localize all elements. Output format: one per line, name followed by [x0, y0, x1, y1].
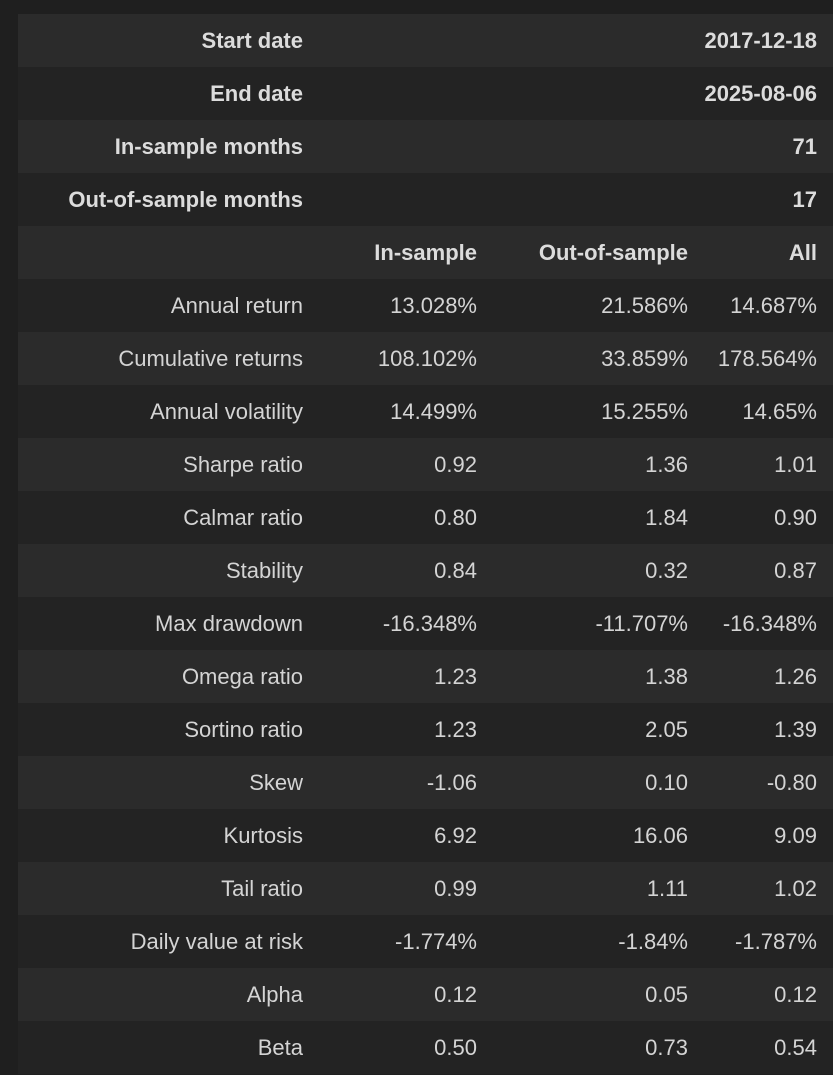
info-row-out-of-sample-months: Out-of-sample months 17 — [18, 173, 833, 226]
metric-label: Sortino ratio — [184, 716, 303, 742]
out-of-sample-value: 21.586% — [601, 292, 688, 318]
info-value: 2017-12-18 — [704, 27, 817, 53]
table-row: Kurtosis 6.92 16.06 9.09 — [18, 809, 833, 862]
metric-label: Omega ratio — [181, 663, 303, 689]
out-of-sample-value: 1.11 — [646, 875, 688, 901]
in-sample-value: 0.80 — [434, 504, 477, 530]
info-row-start-date: Start date 2017-12-18 — [18, 14, 833, 67]
all-value: 14.687% — [730, 292, 817, 318]
metric-label: Stability — [225, 557, 303, 583]
all-value: 9.09 — [774, 822, 817, 848]
metric-rows: Annual return 13.028% 21.586% 14.687% Cumula… — [18, 279, 833, 1074]
out-of-sample-value: 1.38 — [645, 663, 688, 689]
in-sample-value: 1.23 — [434, 716, 477, 742]
out-of-sample-value: -1.84% — [618, 928, 688, 954]
all-value: 14.65% — [742, 398, 817, 424]
in-sample-value: -16.348% — [382, 610, 477, 636]
metric-label: Tail ratio — [221, 875, 303, 901]
table-row: Omega ratio 1.23 1.38 1.26 — [18, 650, 833, 703]
in-sample-value: 6.92 — [434, 822, 477, 848]
all-value: 1.01 — [774, 451, 817, 477]
metric-label: Beta — [257, 1034, 303, 1060]
table-row: Tail ratio 0.99 1.11 1.02 — [18, 862, 833, 915]
all-value: -16.348% — [722, 610, 817, 636]
metric-label: Alpha — [246, 981, 303, 1007]
out-of-sample-value: 15.255% — [601, 398, 688, 424]
all-value: -0.80 — [766, 769, 817, 795]
metric-label: Cumulative returns — [118, 345, 303, 371]
in-sample-value: 13.028% — [390, 292, 477, 318]
all-value: 0.90 — [774, 504, 817, 530]
table-row: Annual return 13.028% 21.586% 14.687% — [18, 279, 833, 332]
in-sample-value: 1.23 — [434, 663, 477, 689]
metric-label: Sharpe ratio — [183, 451, 303, 477]
out-of-sample-value: 16.06 — [632, 822, 688, 848]
info-row-in-sample-months: In-sample months 71 — [18, 120, 833, 173]
column-header-row: In-sample Out-of-sample All — [18, 226, 833, 279]
table-row: Beta 0.50 0.73 0.54 — [18, 1021, 833, 1074]
table-row: Stability 0.84 0.32 0.87 — [18, 544, 833, 597]
metric-label: Max drawdown — [155, 610, 303, 636]
all-value: 1.02 — [774, 875, 817, 901]
metric-label: Kurtosis — [223, 822, 303, 848]
all-value: 0.54 — [774, 1034, 817, 1060]
out-of-sample-value: 1.84 — [645, 504, 688, 530]
out-of-sample-value: 33.859% — [601, 345, 688, 371]
in-sample-value: 0.84 — [434, 557, 477, 583]
all-value: 178.564% — [717, 345, 817, 371]
in-sample-value: 108.102% — [377, 345, 477, 371]
all-value: 1.26 — [774, 663, 817, 689]
in-sample-value: 0.99 — [434, 875, 477, 901]
table-row: Sharpe ratio 0.92 1.36 1.01 — [18, 438, 833, 491]
metric-label: Skew — [249, 769, 303, 795]
info-label: In-sample months — [114, 133, 303, 159]
in-sample-value: -1.06 — [426, 769, 477, 795]
out-of-sample-value: 0.32 — [645, 557, 688, 583]
header-blank — [18, 226, 317, 279]
out-of-sample-value: 0.73 — [645, 1034, 688, 1060]
info-label: Start date — [201, 27, 303, 53]
metric-label: Annual volatility — [150, 398, 303, 424]
out-of-sample-value: 0.10 — [645, 769, 688, 795]
in-sample-value: 0.50 — [434, 1034, 477, 1060]
all-value: 0.12 — [774, 981, 817, 1007]
info-row-end-date: End date 2025-08-06 — [18, 67, 833, 120]
in-sample-value: -1.774% — [395, 928, 477, 954]
out-of-sample-value: 1.36 — [645, 451, 688, 477]
all-value: 0.87 — [774, 557, 817, 583]
info-label: Out-of-sample months — [68, 186, 303, 212]
info-value: 2025-08-06 — [704, 80, 817, 106]
out-of-sample-value: 2.05 — [645, 716, 688, 742]
in-sample-value: 14.499% — [390, 398, 477, 424]
table-row: Alpha 0.12 0.05 0.12 — [18, 968, 833, 1021]
table-row: Annual volatility 14.499% 15.255% 14.65% — [18, 385, 833, 438]
performance-stats-table: Start date 2017-12-18 End date 2025-08-0… — [18, 14, 833, 1074]
table-row: Calmar ratio 0.80 1.84 0.90 — [18, 491, 833, 544]
all-value: -1.787% — [735, 928, 817, 954]
table-row: Skew -1.06 0.10 -0.80 — [18, 756, 833, 809]
table-row: Sortino ratio 1.23 2.05 1.39 — [18, 703, 833, 756]
out-of-sample-value: 0.05 — [645, 981, 688, 1007]
table-row: Max drawdown -16.348% -11.707% -16.348% — [18, 597, 833, 650]
table-row: Cumulative returns 108.102% 33.859% 178.564… — [18, 332, 833, 385]
out-of-sample-value: -11.707% — [595, 610, 688, 636]
in-sample-value: 0.92 — [434, 451, 477, 477]
table-body: Start date 2017-12-18 End date 2025-08-0… — [18, 14, 833, 279]
info-label: End date — [210, 80, 303, 106]
info-value: 71 — [792, 133, 817, 159]
in-sample-value: 0.12 — [434, 981, 477, 1007]
metric-label: Annual return — [170, 292, 303, 318]
metric-label: Calmar ratio — [183, 504, 303, 530]
performance-stats-table-container: Start date 2017-12-18 End date 2025-08-0… — [18, 14, 833, 1074]
metric-label: Daily value at risk — [130, 928, 303, 954]
column-header-all: All — [788, 239, 817, 265]
column-header-out-of-sample: Out-of-sample — [538, 239, 688, 265]
all-value: 1.39 — [774, 716, 817, 742]
table-row: Daily value at risk -1.774% -1.84% -1.787% — [18, 915, 833, 968]
column-header-in-sample: In-sample — [374, 239, 477, 265]
info-value: 17 — [792, 186, 817, 212]
